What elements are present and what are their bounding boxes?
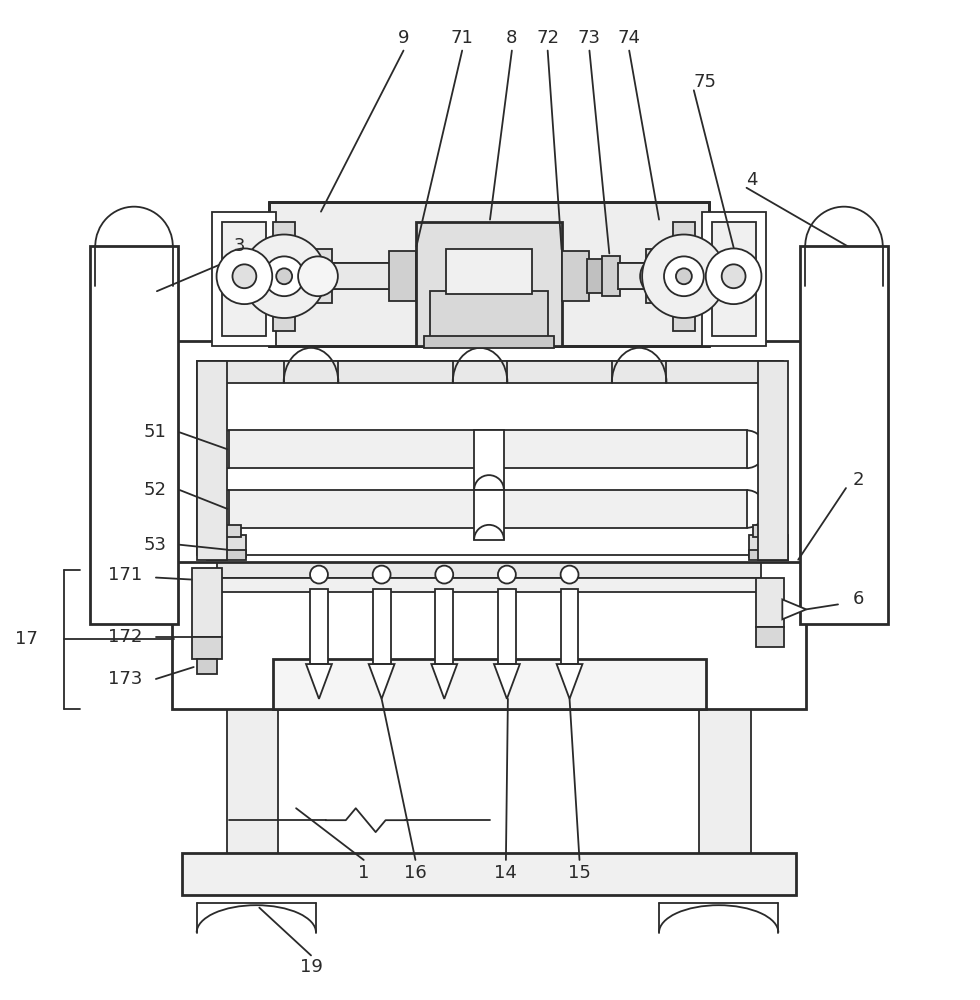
Bar (562, 251, 589, 301)
Circle shape (664, 256, 704, 296)
Bar (646, 249, 674, 303)
Bar (273, 222, 295, 331)
Text: 72: 72 (536, 29, 560, 47)
Bar (416, 222, 562, 346)
Bar (172, 560, 807, 709)
Text: 74: 74 (617, 29, 641, 47)
Bar (435, 589, 453, 664)
Bar (711, 222, 757, 336)
Bar (699, 599, 751, 853)
Text: 2: 2 (853, 471, 864, 489)
Circle shape (372, 566, 391, 584)
Polygon shape (494, 664, 519, 699)
Bar (474, 430, 504, 490)
Text: 53: 53 (144, 536, 167, 554)
Bar (759, 361, 788, 560)
Bar (192, 568, 221, 637)
Bar (207, 361, 771, 383)
Text: 73: 73 (578, 29, 601, 47)
Bar (229, 490, 747, 528)
Text: 15: 15 (568, 864, 591, 882)
Bar (304, 249, 332, 303)
Bar (197, 659, 217, 674)
Bar (217, 560, 761, 578)
Bar (446, 249, 532, 294)
Bar (207, 535, 246, 557)
Text: 6: 6 (853, 590, 864, 608)
Text: 8: 8 (507, 29, 517, 47)
Bar (197, 361, 783, 555)
Bar (226, 599, 278, 853)
Bar (424, 336, 554, 348)
Text: 17: 17 (15, 630, 37, 648)
Circle shape (276, 268, 292, 284)
Bar (212, 525, 241, 537)
Circle shape (721, 264, 746, 288)
Bar (757, 627, 784, 647)
Text: 16: 16 (404, 864, 427, 882)
Text: 1: 1 (358, 864, 369, 882)
Text: 51: 51 (144, 423, 167, 441)
Circle shape (310, 566, 328, 584)
Bar (757, 578, 784, 627)
Circle shape (706, 248, 761, 304)
Bar (181, 853, 797, 895)
Text: 3: 3 (233, 237, 245, 255)
Bar (221, 222, 267, 336)
Polygon shape (782, 599, 807, 619)
Circle shape (435, 566, 453, 584)
Circle shape (242, 235, 326, 318)
Text: 75: 75 (694, 73, 716, 91)
Bar (229, 430, 747, 468)
Circle shape (498, 566, 515, 584)
Bar (498, 589, 515, 664)
Bar (217, 578, 761, 592)
Bar (673, 222, 695, 331)
Text: 19: 19 (300, 958, 322, 976)
Bar (207, 550, 246, 560)
Bar (603, 256, 620, 296)
Bar (561, 589, 578, 664)
Text: 52: 52 (144, 481, 167, 499)
Bar (212, 212, 276, 346)
Text: 71: 71 (451, 29, 473, 47)
Circle shape (642, 235, 725, 318)
Bar (702, 212, 766, 346)
Bar (587, 259, 606, 293)
Bar (618, 263, 672, 289)
Polygon shape (306, 664, 332, 699)
Bar (197, 361, 226, 560)
Bar (172, 341, 807, 562)
Text: 171: 171 (108, 566, 142, 584)
Polygon shape (557, 664, 582, 699)
Circle shape (217, 248, 272, 304)
Circle shape (676, 268, 692, 284)
Bar (90, 246, 177, 624)
Bar (749, 535, 788, 557)
Bar (270, 202, 709, 346)
Bar (273, 659, 706, 709)
Bar (801, 246, 888, 624)
Text: 4: 4 (747, 171, 759, 189)
Text: 9: 9 (398, 29, 410, 47)
Bar (192, 637, 221, 659)
Text: 173: 173 (108, 670, 142, 688)
Bar (332, 263, 392, 289)
Text: 14: 14 (495, 864, 517, 882)
Bar (749, 550, 788, 560)
Bar (389, 251, 416, 301)
Bar (430, 291, 548, 346)
Circle shape (640, 256, 680, 296)
Circle shape (232, 264, 257, 288)
Polygon shape (431, 664, 458, 699)
Bar (372, 589, 391, 664)
Polygon shape (368, 664, 395, 699)
Circle shape (298, 256, 338, 296)
Text: 172: 172 (108, 628, 142, 646)
Circle shape (561, 566, 578, 584)
Bar (474, 490, 504, 540)
Circle shape (265, 256, 304, 296)
Bar (310, 589, 328, 664)
Bar (754, 525, 783, 537)
